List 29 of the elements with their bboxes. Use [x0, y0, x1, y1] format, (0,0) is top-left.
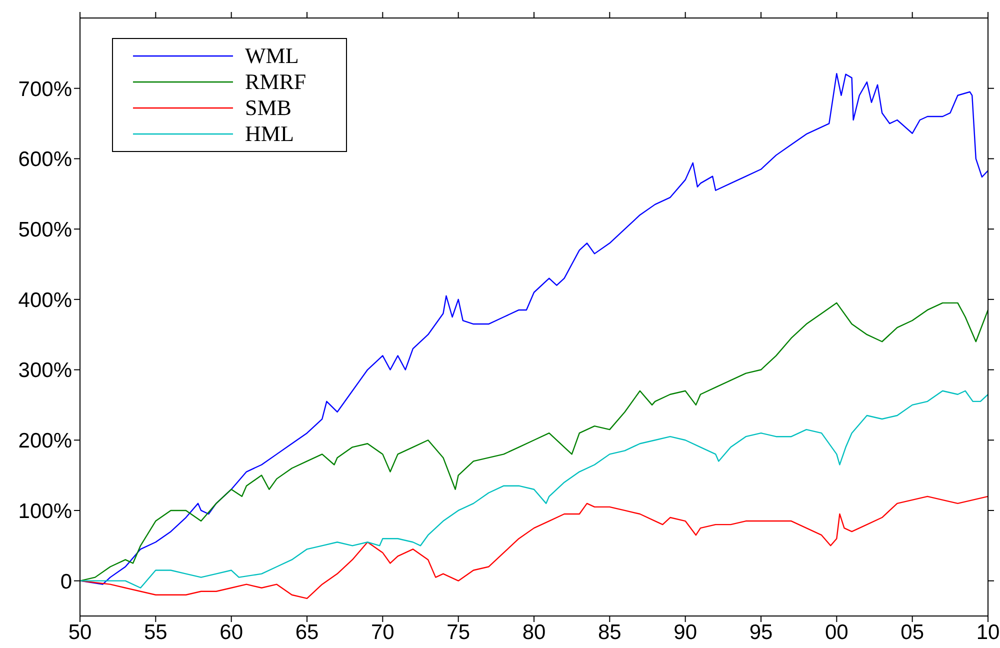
x-tick-label: 60: [220, 620, 244, 644]
legend-label: WML: [245, 43, 299, 69]
y-tick-label: 0: [60, 570, 72, 594]
legend-label: HML: [245, 121, 294, 147]
y-tick-label: 200%: [18, 430, 72, 453]
line-series: [80, 390, 988, 588]
line-series: [80, 496, 988, 600]
y-tick-label: 300%: [18, 359, 72, 382]
x-tick-label: 50: [68, 620, 92, 644]
x-tick-label: 65: [295, 620, 319, 644]
x-tick-label: 05: [900, 620, 924, 644]
x-tick-label: 75: [446, 620, 470, 644]
x-tick-label: 00: [824, 620, 848, 644]
legend-label: RMRF: [245, 69, 306, 95]
y-tick-label: 600%: [18, 148, 72, 172]
y-tick-label: 100%: [18, 500, 72, 523]
x-tick-label: 80: [522, 620, 546, 644]
legend-label: SMB: [245, 95, 292, 121]
x-tick-label: 70: [370, 620, 394, 644]
x-tick-label: 55: [144, 620, 168, 644]
x-tick-label: 85: [598, 620, 622, 644]
line-series: [80, 302, 988, 582]
y-tick-label: 500%: [18, 218, 72, 242]
x-tick-label: 10: [976, 620, 1000, 644]
line-series: [80, 72, 988, 585]
x-tick-label: 90: [674, 620, 698, 644]
y-tick-label: 700%: [18, 78, 72, 101]
x-tick-label: 95: [749, 620, 773, 644]
y-tick-label: 400%: [18, 288, 72, 312]
